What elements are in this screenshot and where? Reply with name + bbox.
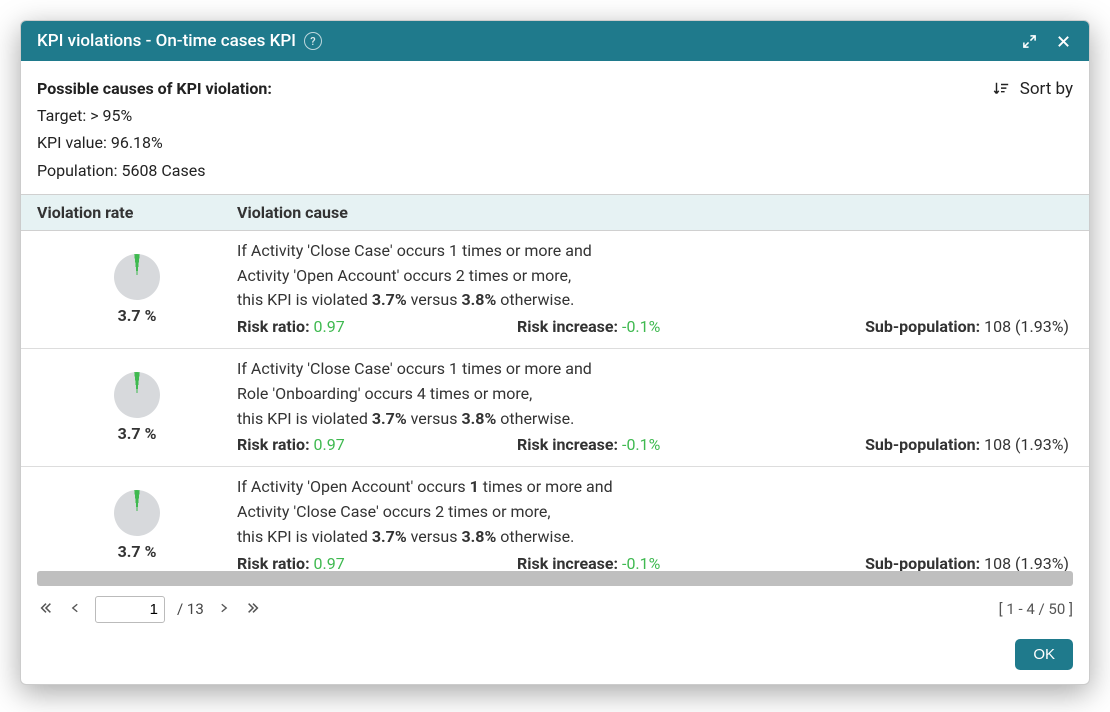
table-row: 3.7 % If Activity 'Close Case' occurs 1 …: [21, 349, 1089, 467]
page-input[interactable]: [95, 596, 165, 623]
rate-value: 3.7 %: [118, 306, 157, 325]
risk-ratio-value: 0.97: [314, 317, 345, 336]
table-row: 3.7 % If Activity 'Open Account' occurs …: [21, 467, 1089, 571]
cause-line: Activity 'Open Account' occurs 2 times o…: [237, 264, 1073, 289]
header-section: Possible causes of KPI violation: Target…: [21, 61, 1089, 194]
horizontal-scrollbar[interactable]: [37, 571, 1073, 586]
target-line: Target: > 95%: [37, 102, 992, 129]
section-heading: Possible causes of KPI violation:: [37, 75, 992, 102]
sort-by-label: Sort by: [1020, 79, 1073, 99]
cause-line: If Activity 'Close Case' occurs 1 times …: [237, 239, 1073, 264]
cause-line: If Activity 'Open Account' occurs 1 time…: [237, 475, 1073, 500]
rate-value: 3.7 %: [118, 542, 157, 561]
sort-icon: [992, 80, 1010, 98]
expand-icon[interactable]: [1019, 31, 1039, 51]
population-line: Population: 5608 Cases: [37, 157, 992, 184]
target-label: Target:: [37, 106, 86, 125]
cause-cell: If Activity 'Close Case' occurs 1 times …: [237, 357, 1073, 458]
cause-line: this KPI is violated 3.7% versus 3.8% ot…: [237, 407, 1073, 432]
cause-line: If Activity 'Close Case' occurs 1 times …: [237, 357, 1073, 382]
page-range: [ 1 - 4 / 50 ]: [999, 600, 1073, 618]
col-violation-cause: Violation cause: [237, 203, 1073, 222]
first-page-button[interactable]: [37, 598, 55, 621]
cause-line: this KPI is violated 3.7% versus 3.8% ot…: [237, 288, 1073, 313]
pie-icon: [111, 369, 162, 420]
risk-ratio-label: Risk ratio:: [237, 317, 310, 336]
sort-by-button[interactable]: Sort by: [992, 75, 1073, 103]
pie-icon: [111, 251, 162, 302]
col-violation-rate: Violation rate: [37, 203, 237, 222]
modal-title: KPI violations - On-time cases KPI: [37, 31, 296, 51]
population-value: 5608 Cases: [121, 161, 205, 180]
footer: OK: [21, 633, 1089, 684]
titlebar: KPI violations - On-time cases KPI ?: [21, 21, 1089, 61]
cause-line: Role 'Onboarding' occurs 4 times or more…: [237, 382, 1073, 407]
rate-value: 3.7 %: [118, 424, 157, 443]
kpi-value: 96.18%: [111, 133, 163, 152]
sub-population-label: Sub-population:: [865, 317, 980, 336]
cause-line: this KPI is violated 3.7% versus 3.8% ot…: [237, 525, 1073, 550]
close-icon[interactable]: [1053, 31, 1073, 51]
ok-button[interactable]: OK: [1015, 639, 1073, 670]
target-value: > 95%: [90, 106, 132, 125]
population-label: Population:: [37, 161, 117, 180]
last-page-button[interactable]: [244, 598, 262, 621]
pie-icon: [111, 488, 162, 539]
prev-page-button[interactable]: [67, 598, 83, 621]
sub-population-value: 108 (1.93%): [984, 317, 1069, 336]
page-total: / 13: [177, 600, 204, 618]
risk-increase-value: -0.1%: [622, 317, 660, 336]
kpi-label: KPI value:: [37, 133, 107, 152]
risk-increase-label: Risk increase:: [517, 317, 618, 336]
next-page-button[interactable]: [216, 598, 232, 621]
kpi-violations-modal: KPI violations - On-time cases KPI ? Pos…: [20, 20, 1090, 685]
kpi-line: KPI value: 96.18%: [37, 129, 992, 156]
table-row: 3.7 % If Activity 'Close Case' occurs 1 …: [21, 231, 1089, 349]
help-icon[interactable]: ?: [304, 32, 322, 50]
pager: / 13 [ 1 - 4 / 50 ]: [21, 586, 1089, 633]
cause-cell: If Activity 'Close Case' occurs 1 times …: [237, 239, 1073, 340]
table-header: Violation rate Violation cause: [21, 194, 1089, 231]
cause-cell: If Activity 'Open Account' occurs 1 time…: [237, 475, 1073, 571]
cause-line: Activity 'Close Case' occurs 2 times or …: [237, 500, 1073, 525]
rows-container[interactable]: 3.7 % If Activity 'Close Case' occurs 1 …: [21, 231, 1089, 571]
